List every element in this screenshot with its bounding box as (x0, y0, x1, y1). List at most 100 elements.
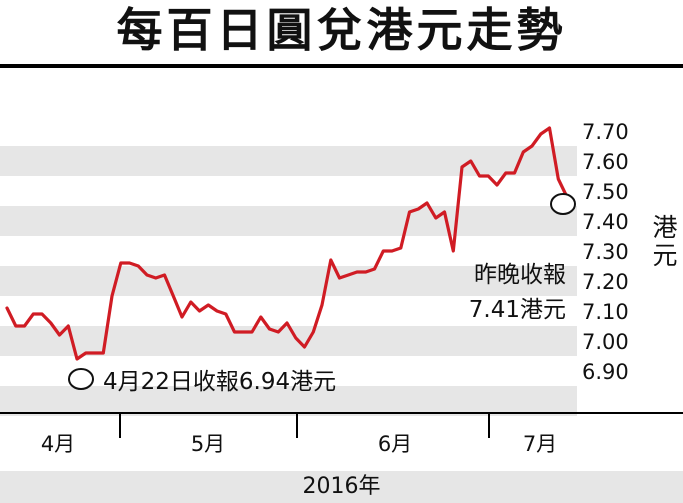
data-point (460, 165, 463, 168)
data-point (145, 273, 148, 276)
data-point (513, 171, 516, 174)
line-chart: 7.70 7.60 7.50 7.40 7.30 7.20 7.10 7.00 6.90 4月 5… (0, 120, 683, 456)
data-point (434, 216, 437, 219)
data-point (128, 261, 131, 264)
grid-band (0, 326, 577, 356)
data-point (425, 201, 428, 204)
data-point (338, 276, 341, 279)
title-rule (0, 64, 683, 68)
month-label: 5月 (191, 432, 225, 456)
y-axis-label-char: 元 (652, 241, 677, 270)
data-point (259, 315, 262, 318)
data-point (399, 246, 402, 249)
data-point (172, 294, 175, 297)
data-point (75, 357, 78, 360)
data-point (285, 321, 288, 324)
data-point (224, 312, 227, 315)
y-tick-labels: 7.70 7.60 7.50 7.40 7.30 7.20 7.10 7.00 6.90 (582, 120, 629, 384)
y-tick-label: 6.90 (582, 360, 629, 384)
y-axis-label-char: 港 (652, 213, 677, 242)
annotations: 4月22日收報6.94港元 昨晚收報 7.41港元 (68, 193, 576, 395)
series-line (5, 126, 569, 361)
data-point (207, 303, 210, 306)
data-point (40, 312, 43, 315)
data-point (478, 174, 481, 177)
annotation-marker (550, 193, 576, 215)
data-point (390, 249, 393, 252)
year-label: 2016年 (0, 471, 683, 503)
y-tick-label: 7.00 (582, 330, 629, 354)
data-point (58, 333, 61, 336)
data-point (67, 324, 70, 327)
data-point (303, 345, 306, 348)
data-point (84, 351, 87, 354)
data-point (329, 258, 332, 261)
annotation-marker (68, 368, 94, 390)
data-point (539, 132, 542, 135)
grid-bands (0, 146, 577, 416)
data-point (250, 330, 253, 333)
y-tick-label: 7.10 (582, 300, 629, 324)
data-point (504, 171, 507, 174)
data-point (268, 327, 271, 330)
data-point (312, 330, 315, 333)
data-point (32, 312, 35, 315)
month-label: 6月 (378, 432, 412, 456)
data-point (277, 330, 280, 333)
grid-band (0, 266, 577, 296)
data-point (119, 261, 122, 264)
data-point (154, 276, 157, 279)
annotation-label: 昨晚收報 (474, 262, 566, 288)
data-point (110, 294, 113, 297)
y-tick-label: 7.20 (582, 270, 629, 294)
data-point (487, 174, 490, 177)
data-point (522, 150, 525, 153)
y-tick-label: 7.50 (582, 180, 629, 204)
data-point (408, 210, 411, 213)
data-point (443, 210, 446, 213)
data-point (180, 315, 183, 318)
data-point (355, 270, 358, 273)
data-point (294, 336, 297, 339)
data-point (417, 207, 420, 210)
month-label: 7月 (523, 432, 557, 456)
y-tick-label: 7.30 (582, 240, 629, 264)
data-point (215, 309, 218, 312)
data-point (163, 273, 166, 276)
data-point (452, 249, 455, 252)
grid-band (0, 146, 577, 176)
x-axis (0, 412, 683, 438)
data-point (5, 306, 8, 309)
data-point (320, 303, 323, 306)
y-tick-label: 7.70 (582, 120, 629, 144)
grid-band (0, 206, 577, 236)
data-point (382, 249, 385, 252)
chart-title: 每百日圓兌港元走勢 (116, 3, 567, 57)
data-point (557, 177, 560, 180)
annotation-label: 4月22日收報6.94港元 (103, 369, 336, 395)
data-point (364, 270, 367, 273)
data-point (14, 324, 17, 327)
data-point (495, 183, 498, 186)
y-tick-label: 7.60 (582, 150, 629, 174)
y-tick-label: 7.40 (582, 210, 629, 234)
data-point (189, 300, 192, 303)
data-point (347, 273, 350, 276)
data-point (137, 264, 140, 267)
data-point (198, 309, 201, 312)
data-point (469, 159, 472, 162)
month-label: 4月 (41, 432, 75, 456)
data-point (49, 321, 52, 324)
grid-band (0, 386, 577, 416)
month-labels: 4月 5月 6月 7月 (41, 432, 557, 456)
y-axis-label: 港元 (652, 213, 677, 270)
data-point (102, 351, 105, 354)
data-point (23, 324, 26, 327)
data-point (93, 351, 96, 354)
data-point (233, 330, 236, 333)
data-point (373, 267, 376, 270)
data-point (548, 126, 551, 129)
data-point (242, 330, 245, 333)
data-point (530, 144, 533, 147)
annotation-label: 7.41港元 (469, 297, 566, 323)
